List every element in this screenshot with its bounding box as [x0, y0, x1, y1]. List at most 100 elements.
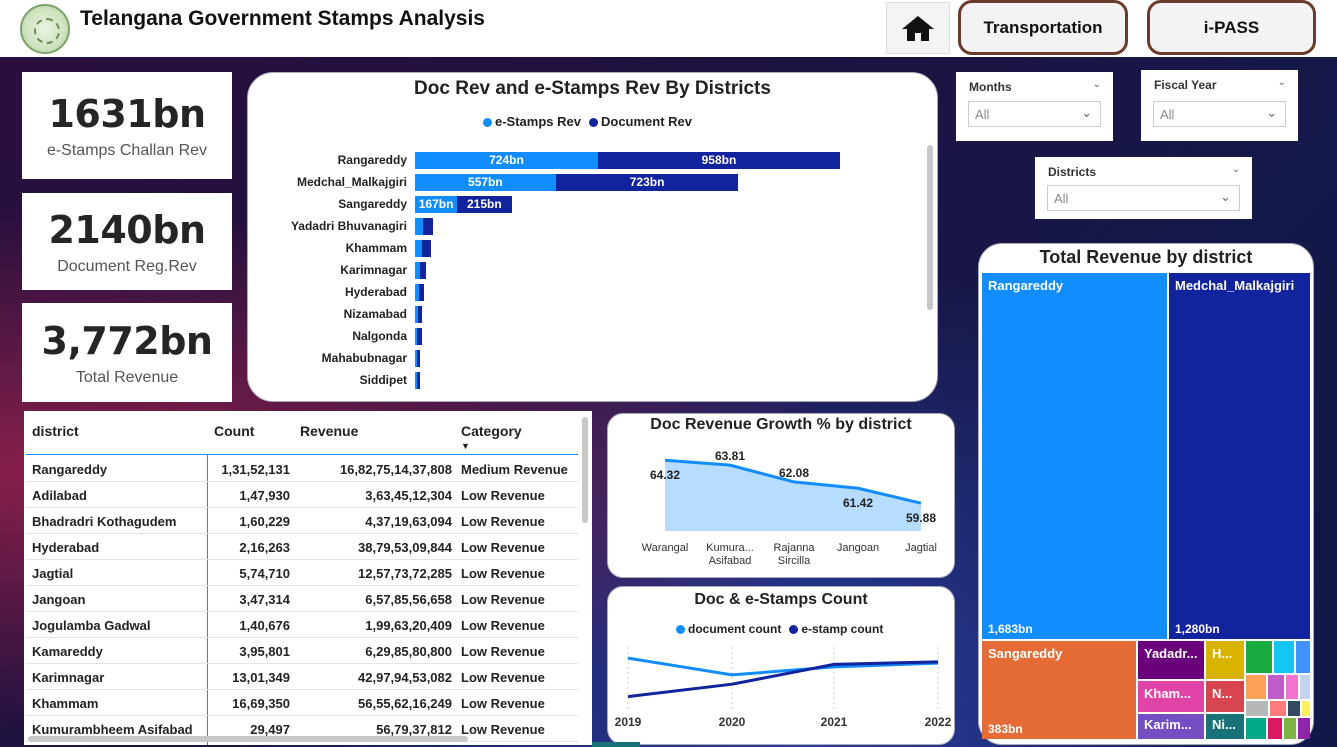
doc-revenue-growth-chart[interactable]: Doc Revenue Growth % by district 64.32 Wa…	[607, 413, 955, 578]
bar-estamps[interactable]	[415, 372, 417, 389]
chevron-down-icon[interactable]: ⌄	[1231, 164, 1240, 175]
sort-desc-icon[interactable]: ▼	[461, 441, 470, 451]
slicer-label: Fiscal Year	[1154, 78, 1217, 92]
chart-scrollbar[interactable]	[927, 145, 933, 310]
treemap-tile-karimnagar[interactable]: Karim...	[1138, 714, 1204, 739]
treemap-tile-small[interactable]	[1274, 641, 1294, 673]
bar-document[interactable]	[417, 306, 423, 323]
table-cell-count: 1,40,676	[239, 618, 290, 633]
kpi-value: 2140bn	[48, 207, 206, 252]
table-cell-category: Low Revenue	[461, 540, 545, 555]
estamp-count-line	[627, 660, 939, 699]
treemap-tile-nizamabad[interactable]: Ni...	[1206, 714, 1244, 739]
bar-estamps[interactable]	[415, 240, 423, 257]
home-button[interactable]	[886, 2, 950, 54]
chevron-down-icon[interactable]: ⌄	[1277, 77, 1286, 88]
table-row[interactable]: Adilabad 1,47,930 3,63,45,12,304 Low Revenu…	[26, 482, 578, 508]
table-row[interactable]: Rangareddy 1,31,52,131 16,82,75,14,37,808 M…	[26, 456, 578, 482]
district-revenue-table[interactable]: district Count Revenue Category ▼ Rangar…	[24, 411, 592, 745]
treemap-tile-small[interactable]	[1298, 718, 1310, 739]
bar-document[interactable]	[416, 350, 421, 367]
table-cell-revenue: 56,55,62,16,249	[358, 696, 452, 711]
transportation-nav-button[interactable]: Transportation	[958, 0, 1128, 55]
bar-document[interactable]	[416, 372, 420, 389]
treemap-tile-khammam[interactable]: Kham...	[1138, 681, 1204, 712]
doc-estamps-rev-by-district-chart[interactable]: Doc Rev and e-Stamps Rev By Districts e-…	[247, 72, 938, 402]
treemap-tile-sangareddy[interactable]: Sangareddy 383bn	[982, 641, 1136, 739]
bar-estamps[interactable]	[415, 306, 418, 323]
bar-estamps[interactable]: 557bn	[415, 174, 556, 191]
legend-item-document-count[interactable]: document count	[676, 622, 781, 636]
kpi-label: Document Reg.Rev	[57, 257, 197, 275]
treemap-tile-small[interactable]	[1302, 701, 1310, 716]
months-dropdown[interactable]: All ⌄	[968, 101, 1101, 127]
doc-estamps-count-chart[interactable]: Doc & e-Stamps Count document count e-st…	[607, 586, 955, 745]
treemap-tile-small[interactable]	[1246, 641, 1272, 673]
bar-estamps[interactable]	[415, 284, 419, 301]
treemap-tile-small[interactable]	[1270, 701, 1286, 716]
bar-category-label: Rangareddy	[337, 153, 407, 167]
bar-estamps[interactable]: 167bn	[415, 196, 458, 213]
months-slicer[interactable]: Months ⌄ All ⌄	[956, 72, 1113, 141]
fiscal-year-slicer[interactable]: Fiscal Year ⌄ All ⌄	[1141, 70, 1298, 141]
table-row[interactable]: Jogulamba Gadwal 1,40,676 1,99,63,20,409 Lo…	[26, 612, 578, 638]
bar-document[interactable]	[422, 240, 431, 257]
tile-label: Kham...	[1144, 686, 1191, 701]
treemap-tile-small[interactable]	[1296, 641, 1310, 673]
treemap-tile-small[interactable]	[1268, 718, 1282, 739]
bar-row: Rangareddy 724bn 958bn	[248, 152, 937, 169]
treemap-tile-small[interactable]	[1246, 701, 1268, 716]
table-row[interactable]: Hyderabad 2,16,263 38,79,53,09,844 Low Reve…	[26, 534, 578, 560]
treemap-tile-hyderabad[interactable]: H...	[1206, 641, 1244, 679]
table-row[interactable]: Bhadradri Kothagudem 1,60,229 4,37,19,63,0…	[26, 508, 578, 534]
table-row[interactable]: Jangoan 3,47,314 6,57,85,56,658 Low Revenue	[26, 586, 578, 612]
treemap-tile-rangareddy[interactable]: Rangareddy 1,683bn	[982, 273, 1167, 639]
treemap-tile-small[interactable]	[1268, 675, 1284, 699]
page-tab-indicator[interactable]	[592, 742, 640, 747]
table-cell-count: 3,95,801	[239, 644, 290, 659]
table-horizontal-scrollbar[interactable]	[28, 736, 468, 742]
table-cell-revenue: 4,37,19,63,094	[365, 514, 452, 529]
treemap-tile-yadadri[interactable]: Yadadr...	[1138, 641, 1204, 679]
chevron-down-icon[interactable]: ⌄	[1092, 79, 1101, 90]
bar-document[interactable]	[419, 262, 426, 279]
bar-estamps[interactable]	[415, 328, 418, 345]
table-row[interactable]: Jagtial 5,74,710 12,57,73,72,285 Low Revenu…	[26, 560, 578, 586]
column-header-revenue[interactable]: Revenue	[300, 423, 359, 439]
column-header-district[interactable]: district	[32, 423, 79, 439]
treemap-tile-medchal[interactable]: Medchal_Malkajgiri 1,280bn	[1169, 273, 1310, 639]
table-row[interactable]: Kamareddy 3,95,801 6,29,85,80,800 Low Reven…	[26, 638, 578, 664]
districts-slicer[interactable]: Districts ⌄ All ⌄	[1035, 157, 1252, 219]
table-row[interactable]: Khammam 16,69,350 56,55,62,16,249 Low Reven…	[26, 690, 578, 716]
treemap-tile-small[interactable]	[1288, 701, 1300, 716]
treemap-tile-small[interactable]	[1284, 718, 1296, 739]
bar-estamps[interactable]: 724bn	[415, 152, 598, 169]
bar-document[interactable]: 723bn	[555, 174, 739, 191]
treemap-tile-small[interactable]	[1286, 675, 1298, 699]
legend-item-estamp-count[interactable]: e-stamp count	[789, 622, 883, 636]
bar-document[interactable]	[417, 328, 423, 345]
table-row[interactable]: Karimnagar 13,01,349 42,97,94,53,082 Low Re…	[26, 664, 578, 690]
bar-estamps[interactable]	[415, 262, 420, 279]
tile-label: Medchal_Malkajgiri	[1175, 278, 1295, 293]
total-revenue-by-district-treemap[interactable]: Total Revenue by district Rangareddy 1,6…	[978, 243, 1314, 745]
legend-item-document[interactable]: Document Rev	[588, 114, 692, 129]
districts-dropdown[interactable]: All ⌄	[1047, 185, 1240, 211]
column-header-category[interactable]: Category	[461, 423, 522, 439]
table-cell-category: Low Revenue	[461, 592, 545, 607]
table-scrollbar[interactable]	[582, 417, 588, 523]
bar-document[interactable]: 958bn	[597, 152, 840, 169]
ipass-nav-button[interactable]: i-PASS	[1147, 0, 1316, 55]
treemap-tile-small[interactable]	[1300, 675, 1310, 699]
bar-estamps[interactable]	[415, 218, 423, 235]
treemap-tile-nalgonda[interactable]: N...	[1206, 681, 1244, 712]
bar-estamps[interactable]	[415, 350, 417, 367]
legend-item-estamps[interactable]: e-Stamps Rev	[483, 114, 581, 129]
treemap-tile-small[interactable]	[1246, 675, 1266, 699]
column-header-count[interactable]: Count	[214, 423, 255, 439]
bar-document[interactable]: 215bn	[457, 196, 512, 213]
fiscal-year-dropdown[interactable]: All ⌄	[1153, 101, 1286, 127]
bar-document[interactable]	[418, 284, 425, 301]
bar-document[interactable]	[422, 218, 433, 235]
treemap-tile-small[interactable]	[1246, 718, 1266, 739]
